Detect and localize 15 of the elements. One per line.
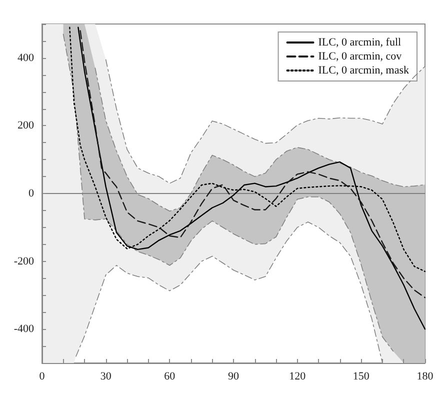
x-tick-label: 60 <box>164 370 176 382</box>
y-tick-label: 400 <box>18 52 34 64</box>
y-tick-label: 200 <box>18 120 34 132</box>
legend-label: ILC, 0 arcmin, full <box>318 36 402 48</box>
x-tick-label: 30 <box>100 370 112 382</box>
legend-label: ILC, 0 arcmin, cov <box>318 50 402 62</box>
x-tick-label: 120 <box>289 370 306 382</box>
y-tick-label: 0 <box>28 188 34 200</box>
legend-label: ILC, 0 arcmin, mask <box>318 64 410 76</box>
x-tick-label: 180 <box>416 370 434 382</box>
y-tick-label: -400 <box>14 323 34 336</box>
x-tick-label: 0 <box>39 370 46 382</box>
x-tick-label: 90 <box>228 370 240 382</box>
y-tick-label: -200 <box>14 255 34 268</box>
x-tick-label: 150 <box>352 370 370 382</box>
